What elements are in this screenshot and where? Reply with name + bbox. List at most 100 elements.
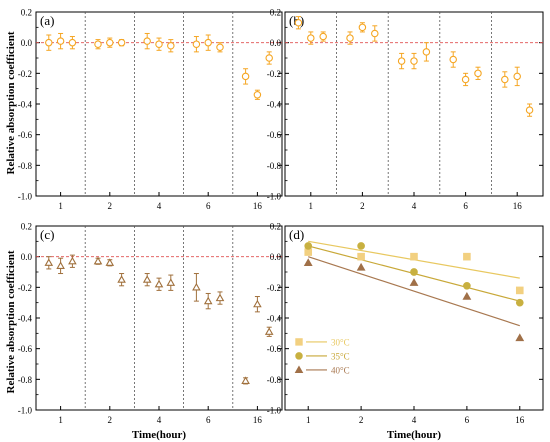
data-point xyxy=(449,55,457,64)
x-tick-label: 1 xyxy=(58,201,63,211)
data-point xyxy=(93,256,103,265)
data-point xyxy=(105,258,115,266)
data-point xyxy=(356,262,366,271)
panel-label: (c) xyxy=(40,227,54,242)
x-axis-label: Time(hour) xyxy=(132,429,187,441)
x-tick-label: 1 xyxy=(309,201,314,211)
panel-label: (d) xyxy=(289,227,304,242)
data-point xyxy=(525,106,534,114)
y-tick-label: 0.2 xyxy=(21,8,32,18)
y-tick-label: -0.8 xyxy=(18,161,33,171)
x-tick-label: 1 xyxy=(58,415,63,425)
data-point xyxy=(143,37,151,45)
data-point xyxy=(304,242,313,250)
data-point xyxy=(56,261,65,269)
x-tick-label: 16 xyxy=(253,415,263,425)
legend-marker xyxy=(295,352,303,360)
x-tick-label: 2 xyxy=(359,415,364,425)
data-point xyxy=(409,278,419,286)
y-tick-label: 0.2 xyxy=(270,222,281,232)
x-tick-label: 2 xyxy=(108,201,113,211)
y-tick-label: -0.6 xyxy=(267,344,282,354)
y-tick-label: -0.4 xyxy=(18,100,33,110)
data-point xyxy=(410,252,418,261)
data-point xyxy=(203,296,213,305)
x-tick-label: 6 xyxy=(206,201,211,211)
x-tick-label: 2 xyxy=(108,415,113,425)
fit-line xyxy=(308,256,520,327)
panel-d: 0.2 0.0 -0.2 -0.4 -0.6 -0.8 -1.0 (d) 1 2 4 6 16 30°C 3… xyxy=(267,222,544,441)
data-point xyxy=(474,69,482,78)
y-tick-label: 0.2 xyxy=(21,222,32,232)
data-point xyxy=(515,333,525,342)
data-point xyxy=(68,38,77,47)
data-point xyxy=(462,291,472,300)
data-point xyxy=(117,38,126,47)
y-axis-label-bottom: Relative absorption coefficient xyxy=(5,250,17,393)
data-point xyxy=(154,279,164,288)
data-point xyxy=(515,286,524,295)
panel-c: 0.2 0.0 -0.2 -0.4 -0.6 -0.8 -1.0 (c) 1 2 4 6 16 Time(… xyxy=(18,222,283,441)
data-point xyxy=(463,281,471,290)
data-point xyxy=(142,275,152,283)
data-point xyxy=(117,275,126,283)
y-tick-label: -0.8 xyxy=(267,161,282,171)
legend-label: 40°C xyxy=(331,365,350,375)
x-axis-label: Time(hour) xyxy=(387,429,442,441)
data-point xyxy=(106,38,114,47)
data-point xyxy=(513,72,521,81)
x-tick-label: 4 xyxy=(157,415,162,425)
x-tick-label: 4 xyxy=(412,201,417,211)
y-tick-label: -0.6 xyxy=(267,130,282,140)
data-point xyxy=(204,38,212,47)
data-point xyxy=(56,37,65,45)
y-tick-label: -0.4 xyxy=(267,100,282,110)
data-point xyxy=(155,40,163,48)
data-point xyxy=(216,43,224,52)
data-point xyxy=(45,38,53,47)
data-point xyxy=(422,48,431,56)
y-tick-label: -1.0 xyxy=(18,192,33,202)
legend-marker xyxy=(295,338,303,346)
y-tick-label: -1.0 xyxy=(267,406,282,416)
y-tick-label: -0.2 xyxy=(267,283,281,293)
x-tick-label: 4 xyxy=(412,415,417,425)
data-point xyxy=(371,29,379,38)
x-tick-label: 6 xyxy=(206,415,211,425)
y-tick-label: -0.8 xyxy=(267,375,282,385)
data-point xyxy=(357,242,365,250)
x-tick-label: 6 xyxy=(465,415,470,425)
data-point xyxy=(265,54,273,62)
y-axis-label-top: Relative absorption coefficient xyxy=(5,31,17,174)
data-point xyxy=(463,252,471,261)
y-tick-label: 0.0 xyxy=(270,252,282,262)
data-point xyxy=(167,41,175,50)
x-tick-label: 16 xyxy=(253,201,263,211)
data-point xyxy=(192,282,201,291)
data-point xyxy=(319,32,327,41)
y-tick-label: 0.2 xyxy=(270,8,281,18)
data-point xyxy=(264,327,274,335)
data-point xyxy=(303,258,313,266)
data-point xyxy=(410,268,418,276)
data-point xyxy=(68,256,77,265)
data-point xyxy=(241,72,250,81)
legend-label: 30°C xyxy=(331,337,350,347)
data-point xyxy=(294,18,303,27)
legend-marker xyxy=(294,365,304,374)
panel-label: (a) xyxy=(40,13,54,28)
y-tick-label: -0.8 xyxy=(18,375,33,385)
y-tick-label: 0.0 xyxy=(270,38,282,48)
data-point xyxy=(397,57,406,65)
data-point xyxy=(346,34,354,42)
data-point xyxy=(501,75,509,84)
y-tick-label: 0.0 xyxy=(21,38,33,48)
x-tick-label: 1 xyxy=(306,415,311,425)
y-tick-label: -0.6 xyxy=(18,344,33,354)
x-tick-label: 2 xyxy=(360,201,365,211)
y-tick-label: -0.4 xyxy=(267,314,282,324)
y-tick-label: -0.4 xyxy=(18,314,33,324)
data-point xyxy=(515,298,524,307)
